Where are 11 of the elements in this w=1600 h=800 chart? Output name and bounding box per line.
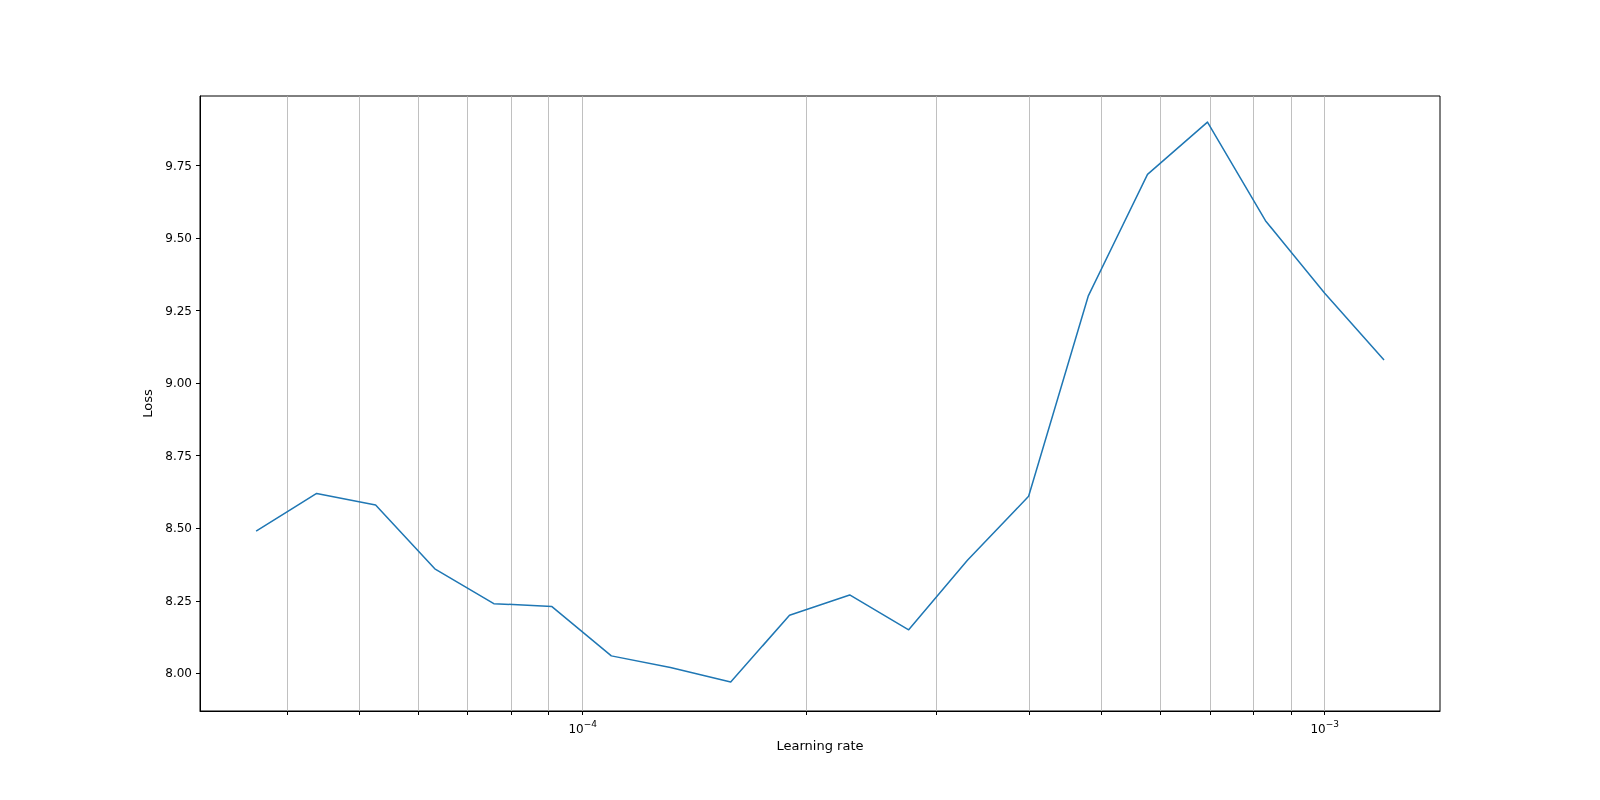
y-tick-label: 8.75 [165, 448, 192, 463]
line-series [255, 121, 1385, 683]
y-tick-label: 9.00 [165, 376, 192, 391]
y-tick-label: 9.50 [165, 231, 192, 246]
y-tick-label: 8.25 [165, 593, 192, 608]
x-axis-title: Learning rate [776, 738, 864, 754]
y-tick-label: 9.75 [165, 158, 192, 173]
y-tick-label: 8.50 [165, 521, 192, 536]
y-axis-title: Loss [140, 389, 155, 418]
y-tick-label: 9.25 [165, 303, 192, 318]
y-tick-label: 8.00 [165, 666, 192, 681]
